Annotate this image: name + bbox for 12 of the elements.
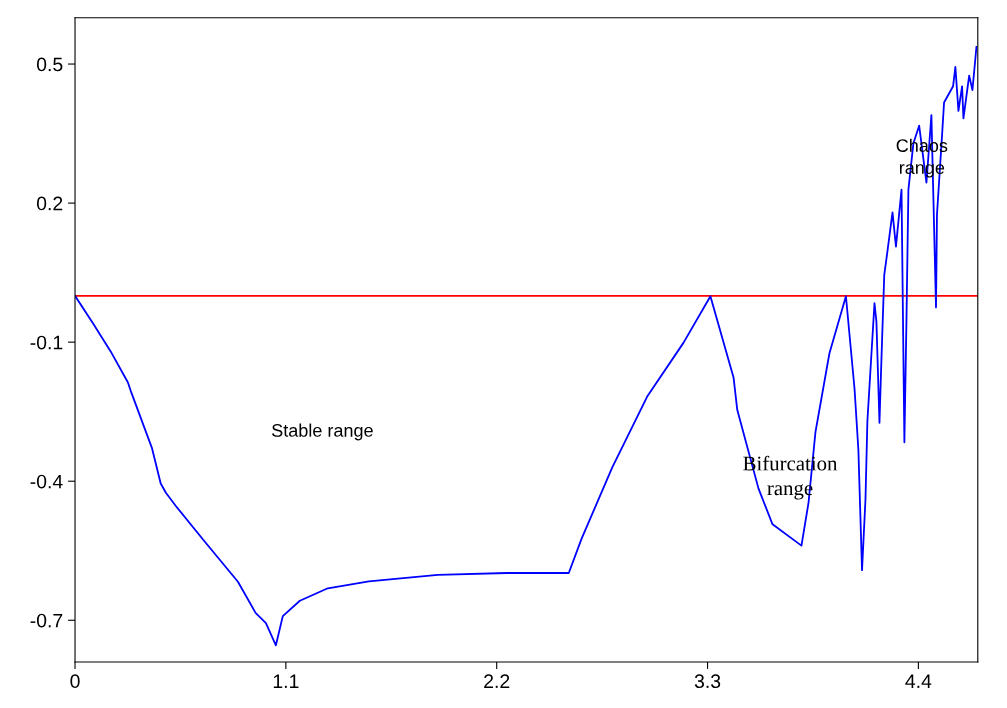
y-tick-label: -0.1 [30,335,63,350]
x-tick-label: 4.4 [905,674,932,688]
y-tick-label: 0.2 [36,196,63,211]
x-tick-label: 3.3 [694,674,721,689]
annotation: Stable range [272,423,373,441]
y-tick-label: -0.4 [30,474,63,489]
y-tick-label: 0.5 [36,57,63,72]
x-tick-label: 1.1 [273,674,299,688]
line-series [75,45,978,647]
y-tick-label: -0.7 [30,613,63,628]
x-tick-label: 0 [70,674,80,689]
x-tick-label: 2.2 [484,674,510,688]
